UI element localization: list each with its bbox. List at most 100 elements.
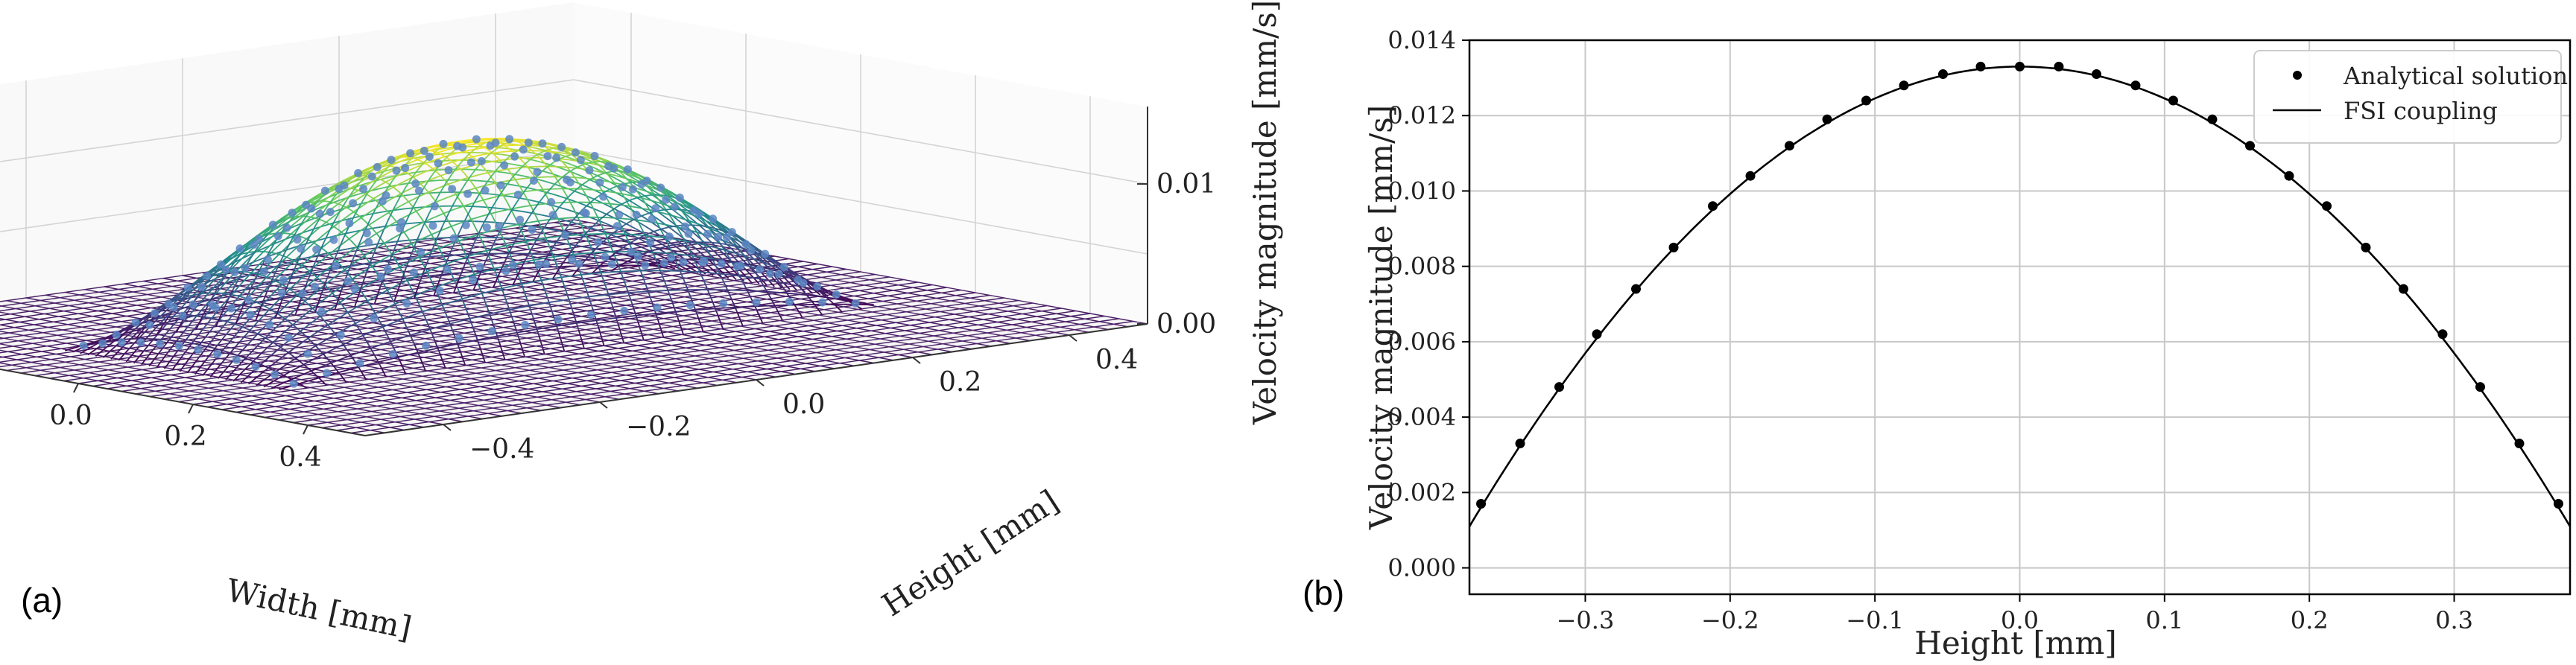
wire-line-width [311,341,318,349]
analytical-point [538,139,547,148]
analytical-point [601,252,610,261]
wire-line-width [470,237,478,250]
wire-line-height [769,279,779,283]
analytical-point [542,259,551,268]
wire-line-width [467,313,475,330]
wire-line-height [434,156,446,161]
wire-line-height [132,322,144,331]
wire-line-width [499,341,506,360]
analytical-point [320,186,329,195]
wire-line-height [504,144,515,147]
wire-line-width [611,305,619,325]
pane-gridline [573,149,1148,255]
wire-line-width [654,256,662,271]
wire-line-height [206,333,218,347]
wire-line-height [330,194,341,203]
wire-line-height [323,222,334,227]
analytical-point [288,209,297,217]
analytical-point [435,286,444,295]
wire-line-height [509,307,520,311]
wire-line-height [373,191,384,200]
wire-line-width [504,178,512,188]
wire-line-width [434,192,441,203]
wire-line-width [796,308,803,318]
wire-line-width [382,326,390,339]
wire-line-height [630,176,641,183]
wire-line-height [410,331,421,337]
wire-line-height [484,220,495,223]
wire-line-height [244,347,256,359]
analytical-point [164,299,173,308]
wire-line-width [368,344,376,356]
wire-line-height [566,322,577,325]
analytical-point [2553,499,2563,509]
wire-line-width [487,204,495,215]
y-tick-label: 0.008 [1387,252,1456,281]
analytical-point [449,234,458,243]
wire-line-height [744,255,755,260]
wire-line-height [455,190,466,195]
wire-line-height [474,220,485,223]
floor-mesh-line [260,264,835,369]
wire-line-height [425,159,436,165]
wire-line-height [333,218,344,227]
analytical-point [533,168,542,176]
wire-line-width [286,273,294,288]
wire-line-height [555,152,566,157]
wire-line-width [529,250,537,266]
floor-mesh-line [358,249,933,355]
wire-line-width [501,288,508,305]
wire-line-width [377,171,384,179]
wire-line-width [435,151,442,156]
wire-line-width [265,306,273,311]
wire-line-width [710,299,718,314]
wire-line-height [407,275,418,281]
wire-line-width [649,230,656,234]
analytical-point [448,185,457,194]
wire-line-height [393,181,404,188]
wire-line-height [346,246,358,255]
analytical-point [251,362,260,371]
wire-line-height [249,319,261,331]
wire-line-width [609,252,616,258]
analytical-point [2054,61,2064,71]
analytical-point [662,195,671,204]
wire-line-width [533,201,540,211]
wire-line-width [192,343,198,346]
wire-line-width [171,295,177,301]
analytical-point [156,340,165,349]
wire-line-width [458,240,466,253]
wire-line-height [448,179,459,185]
wire-line-width [168,339,175,342]
wire-line-height [375,226,386,229]
wire-line-width [387,182,394,188]
analytical-point [568,255,577,264]
wire-line-height [627,260,638,264]
wire-line-height [217,366,229,379]
wire-line-width [597,217,604,230]
wire-line-height [392,278,402,281]
analytical-point [430,202,439,211]
wire-line-width [268,339,276,345]
wire-line-height [588,295,599,298]
wire-line-height [419,252,430,258]
wire-line-height [501,208,511,212]
wire-line-width [310,216,317,220]
wire-line-height [173,305,184,317]
wire-line-width [283,242,291,255]
wire-line-height [515,177,526,181]
wire-line-width [396,307,404,319]
analytical-point [2015,61,2025,71]
wire-line-width [559,156,566,160]
analytical-point [227,304,235,313]
wire-line-height [551,150,563,154]
wire-line-height [122,330,134,340]
wire-line-width [500,191,508,203]
wire-line-height [662,252,673,255]
wire-line-height [651,200,662,205]
wire-line-width [325,322,332,331]
analytical-point [607,260,616,269]
wire-line-height [343,339,354,346]
wire-line-width [721,246,729,257]
wire-line-height [389,266,400,273]
